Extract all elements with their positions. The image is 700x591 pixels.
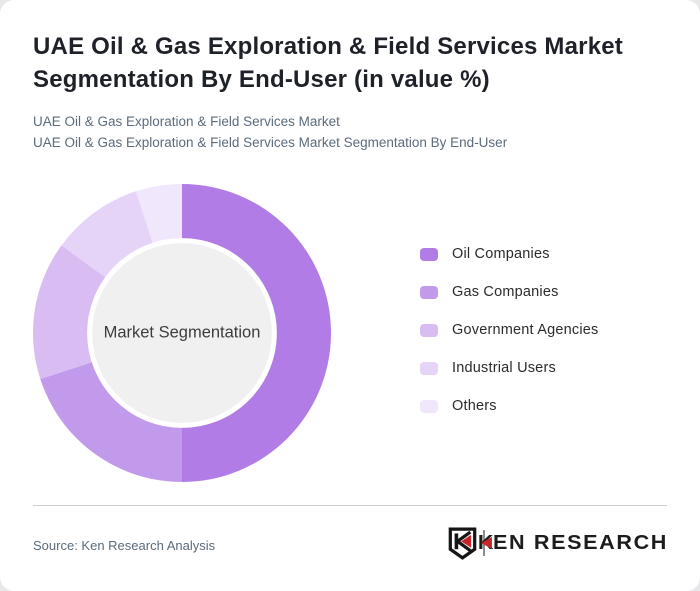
legend-item-gas-companies: Gas Companies xyxy=(420,282,598,302)
subtitle-line-1: UAE Oil & Gas Exploration & Field Servic… xyxy=(33,114,340,129)
legend-label: Gas Companies xyxy=(452,284,559,300)
legend: Oil Companies Gas Companies Government Age… xyxy=(420,244,598,434)
legend-swatch xyxy=(420,361,438,375)
legend-swatch xyxy=(420,285,438,299)
chart-subtitles: UAE Oil & Gas Exploration & Field Servic… xyxy=(33,112,673,153)
donut-svg xyxy=(33,184,331,482)
legend-label: Oil Companies xyxy=(452,246,550,262)
legend-swatch xyxy=(420,323,438,337)
footer-divider xyxy=(33,505,667,506)
donut-chart: Market Segmentation xyxy=(32,183,332,483)
ken-research-shield-icon xyxy=(448,527,477,560)
legend-label: Others xyxy=(452,398,497,414)
ken-research-logo: K EN RESEARCH xyxy=(448,527,668,560)
page-title: UAE Oil & Gas Exploration & Field Servic… xyxy=(33,33,623,93)
shield-red-triangle xyxy=(461,534,472,548)
legend-label: Industrial Users xyxy=(452,360,556,376)
legend-item-others: Others xyxy=(420,396,598,416)
legend-swatch xyxy=(420,399,438,413)
legend-label: Government Agencies xyxy=(452,322,599,338)
donut-center-label: Market Segmentation xyxy=(103,323,261,342)
logo-wordmark-rest: EN RESEARCH xyxy=(492,531,668,554)
subtitle-line-2: UAE Oil & Gas Exploration & Field Servic… xyxy=(33,134,508,150)
logo-wordmark: K EN RESEARCH xyxy=(478,532,668,555)
legend-item-oil-companies: Oil Companies xyxy=(420,244,598,264)
legend-item-industrial-users: Industrial Users xyxy=(420,358,598,378)
logo-red-triangle-icon xyxy=(481,537,492,549)
donut-hole xyxy=(87,238,277,428)
legend-swatch xyxy=(420,247,438,261)
source-note: Source: Ken Research Analysis xyxy=(33,538,216,553)
legend-item-government-agencies: Government Agencies xyxy=(420,320,598,340)
